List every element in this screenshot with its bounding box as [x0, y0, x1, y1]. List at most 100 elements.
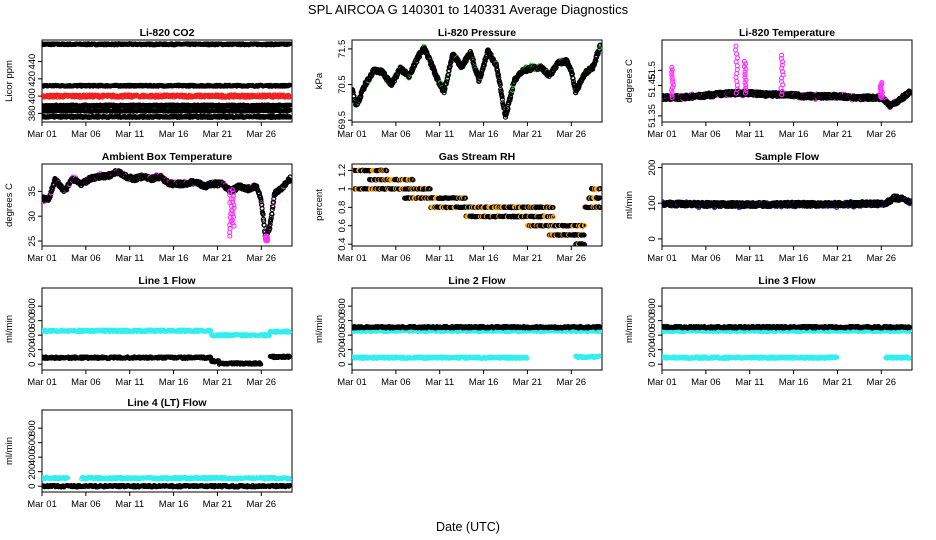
y-tick-label: 35 [27, 186, 38, 197]
data-point [743, 87, 749, 94]
data-points [42, 168, 292, 244]
data-point [482, 58, 488, 64]
data-point [669, 69, 675, 75]
data-point [495, 72, 501, 78]
data-point [670, 82, 677, 88]
data-point [733, 74, 739, 81]
x-tick-label: Mar 26 [247, 129, 277, 140]
data-points [352, 42, 602, 120]
plot-frame [41, 163, 293, 247]
x-tick-label: Mar 01 [27, 253, 57, 264]
data-point [733, 59, 739, 65]
y-axis-label: kPa [314, 72, 325, 89]
data-point [741, 64, 747, 70]
data-point [669, 72, 675, 78]
data-point [669, 92, 675, 98]
data-point [907, 89, 912, 95]
data-point [734, 70, 740, 77]
data-points [42, 41, 292, 120]
data-point [742, 79, 748, 86]
panel-li-820-temperature: Li-820 Temperature Mar 01 Mar 06 Mar 11 Mar … [624, 27, 913, 140]
data-point [743, 82, 749, 88]
x-tick-label: Mar 11 [735, 129, 764, 140]
data-point [669, 74, 675, 81]
x-tick-label: Mar 11 [425, 129, 454, 140]
x-tick-label: Mar 26 [247, 253, 277, 264]
data-point [742, 61, 748, 67]
data-point [443, 81, 449, 87]
data-point [778, 55, 784, 62]
y-tick-label: 51.35 [647, 104, 658, 128]
data-point [742, 71, 748, 78]
x-tick-label: Mar 06 [381, 129, 411, 140]
data-point [669, 64, 675, 70]
data-point [780, 72, 786, 78]
data-point [287, 107, 292, 113]
data-point [352, 87, 356, 93]
x-tick-label: Mar 06 [691, 129, 721, 140]
y-tick-label: 440 [27, 54, 38, 70]
data-point [779, 92, 785, 98]
data-point [669, 95, 675, 101]
plot-frame [351, 39, 603, 123]
data-point [669, 85, 676, 91]
data-point [779, 62, 785, 68]
x-tick-label: Mar 26 [557, 129, 587, 140]
x-tick-label: Mar 16 [469, 129, 499, 140]
x-tick-label: Mar 06 [71, 129, 101, 140]
y-tick-label: 71.5 [337, 40, 348, 59]
data-point [779, 65, 785, 71]
x-tick-label: Mar 11 [115, 253, 144, 264]
data-point [287, 114, 292, 120]
data-point [504, 108, 510, 114]
data-point [743, 77, 749, 83]
x-tick-label: Mar 01 [337, 129, 367, 140]
y-tick-label: 51.45 [647, 74, 658, 98]
data-point [733, 43, 739, 49]
x-tick-label: Mar 16 [159, 129, 189, 140]
figure-title: SPL AIRCOA G 140301 to 140331 Average Di… [308, 2, 629, 17]
data-point [435, 75, 441, 81]
y-axis-label: Licor ppm [4, 60, 15, 102]
x-tick-label: Mar 21 [203, 129, 233, 140]
data-point [287, 102, 292, 108]
panel-title: Li-820 CO2 [140, 27, 195, 39]
panel-title: Li-820 Temperature [739, 27, 835, 39]
data-point [742, 90, 748, 96]
x-tick-label: Mar 26 [867, 129, 897, 140]
plot-frame [661, 39, 913, 123]
data-point [670, 77, 676, 83]
panels: Li-820 CO2 Mar 01 Mar 06 Mar 11 Mar 16 Mar 21… [4, 27, 913, 510]
data-point [668, 87, 675, 93]
y-tick-label: 400 [27, 88, 38, 104]
data-point [669, 67, 675, 73]
data-point [470, 57, 476, 63]
plot-frame [41, 39, 293, 123]
data-point [879, 79, 885, 86]
x-tick-label: Mar 21 [203, 253, 233, 264]
data-point [498, 88, 504, 94]
panel-title: Li-820 Pressure [438, 27, 516, 39]
y-tick-label: 30 [27, 211, 38, 222]
x-tick-label: Mar 21 [513, 129, 543, 140]
data-point [287, 82, 292, 88]
data-point [742, 74, 748, 80]
x-tick-label: Mar 21 [823, 129, 853, 140]
data-point [597, 42, 602, 48]
y-tick-label: 70.5 [337, 75, 348, 94]
data-point [287, 94, 292, 100]
data-point [742, 69, 748, 75]
y-tick-label: 380 [27, 105, 38, 121]
data-point [570, 75, 576, 82]
data-points [662, 43, 912, 111]
data-point [428, 60, 435, 66]
y-axis-label: degrees C [4, 183, 15, 227]
x-tick-label: Mar 01 [647, 129, 677, 140]
y-tick-label: 51.5 [647, 61, 658, 80]
data-point [669, 90, 675, 96]
panel-li-820-pressure: Li-820 Pressure Mar 01 Mar 06 Mar 11 Mar 16 M… [314, 27, 603, 140]
data-point [779, 52, 785, 58]
